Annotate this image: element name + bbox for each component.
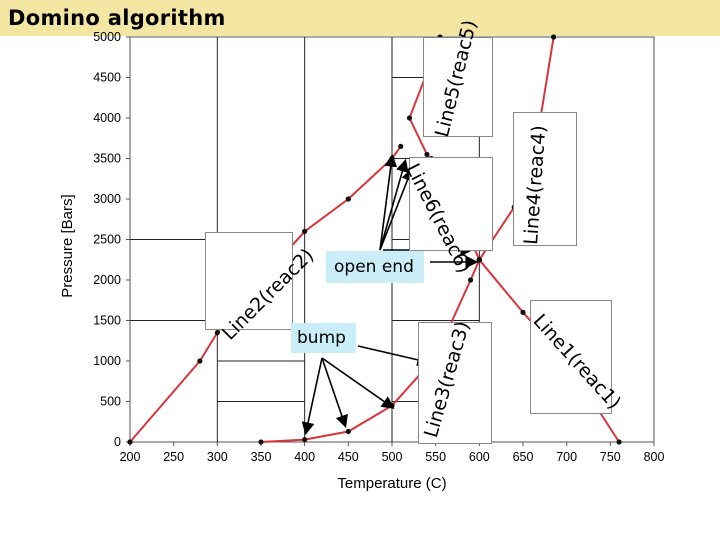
title-bar bbox=[0, 0, 720, 36]
data-point bbox=[345, 196, 351, 202]
series-label-box bbox=[205, 232, 293, 330]
x-axis-label: Temperature (C) bbox=[337, 475, 446, 492]
data-point bbox=[214, 330, 220, 336]
data-point bbox=[424, 151, 430, 158]
x-tick-label: 250 bbox=[163, 450, 184, 464]
y-tick-label: 1000 bbox=[93, 354, 121, 368]
y-tick-label: 500 bbox=[100, 395, 121, 409]
annotation-arrow bbox=[379, 158, 409, 251]
x-tick-label: 550 bbox=[425, 450, 446, 464]
bump-label: bump bbox=[297, 328, 346, 348]
data-point bbox=[127, 439, 133, 445]
page-title: Domino algorithm bbox=[8, 6, 226, 30]
y-tick-label: 4000 bbox=[93, 111, 121, 125]
x-tick-label: 300 bbox=[207, 450, 228, 464]
series-label-box bbox=[418, 322, 492, 444]
y-tick-label: 3000 bbox=[93, 192, 121, 206]
open-end-label: open end bbox=[334, 257, 414, 277]
annotation-arrow bbox=[379, 168, 414, 251]
data-point bbox=[398, 143, 404, 149]
data-point bbox=[476, 257, 482, 263]
annotation-arrow bbox=[321, 357, 395, 409]
x-tick-label: 650 bbox=[513, 450, 534, 464]
series-label-box bbox=[530, 300, 612, 414]
x-tick-label: 400 bbox=[294, 450, 315, 464]
bump-callout bbox=[291, 323, 356, 353]
y-tick-label: 0 bbox=[114, 435, 121, 449]
series-label-box bbox=[513, 112, 577, 246]
y-axis-label: Pressure [Bars] bbox=[59, 194, 76, 297]
x-tick-label: 700 bbox=[556, 450, 577, 464]
data-point bbox=[302, 436, 308, 443]
open-end-callout bbox=[326, 251, 424, 283]
data-point bbox=[468, 277, 474, 283]
y-tick-label: 2000 bbox=[93, 273, 121, 287]
data-point bbox=[258, 439, 264, 445]
data-point bbox=[197, 358, 203, 364]
annotation-arrow bbox=[301, 357, 323, 436]
data-point bbox=[302, 228, 308, 234]
x-tick-label: 750 bbox=[600, 450, 621, 464]
x-tick-label: 200 bbox=[120, 450, 141, 464]
x-tick-label: 500 bbox=[382, 450, 403, 464]
x-tick-label: 600 bbox=[469, 450, 490, 464]
series-label-box bbox=[423, 37, 493, 137]
annotation-arrow bbox=[357, 345, 431, 367]
y-tick-label: 5000 bbox=[93, 30, 121, 44]
y-tick-label: 2500 bbox=[93, 233, 121, 247]
y-tick-label: 1500 bbox=[93, 314, 121, 328]
annotation-arrows bbox=[301, 153, 479, 436]
y-tick-label: 3500 bbox=[93, 152, 121, 166]
x-tick-label: 800 bbox=[644, 450, 665, 464]
annotation-arrow bbox=[321, 357, 348, 429]
data-point bbox=[520, 309, 526, 315]
x-tick-label: 350 bbox=[251, 450, 272, 464]
y-tick-label: 4500 bbox=[93, 71, 121, 85]
tick-labels: 200 250 300 350 400 450 500 550 600 650 700 750 800 0… bbox=[93, 30, 664, 464]
data-point bbox=[550, 34, 557, 40]
annotation-arrow bbox=[379, 153, 398, 251]
data-point bbox=[345, 428, 351, 435]
data-point bbox=[616, 439, 622, 445]
series-label-box bbox=[409, 157, 493, 251]
data-point bbox=[406, 115, 413, 121]
x-tick-label: 450 bbox=[338, 450, 359, 464]
